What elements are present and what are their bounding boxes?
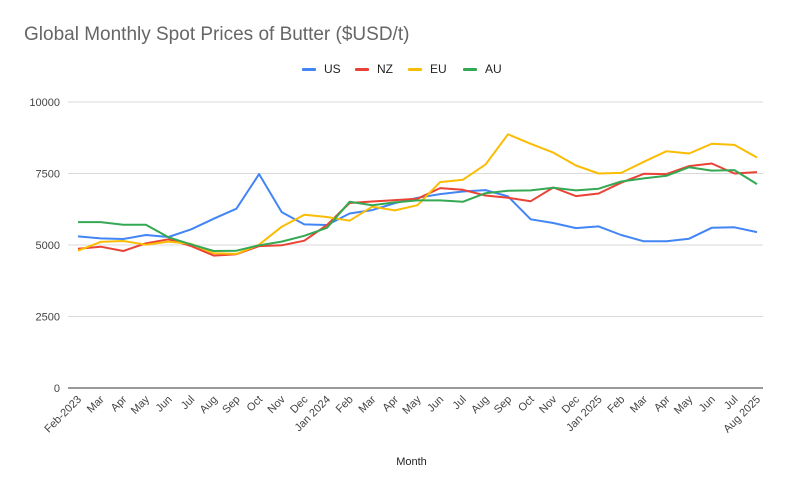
chart-legend: US NZ EU AU [0, 62, 800, 82]
chart-title: Global Monthly Spot Prices of Butter ($U… [24, 24, 410, 45]
legend-label: NZ [377, 62, 393, 76]
legend-swatch [463, 67, 477, 71]
x-axis-title: Month [396, 456, 427, 468]
x-tick-label: Mar [356, 393, 378, 415]
y-tick-label: 7500 [36, 169, 60, 181]
x-tick-label: Feb [334, 394, 356, 416]
legend-label: US [324, 62, 341, 76]
x-tick-label: Jul [450, 394, 468, 412]
legend-item-nz: NZ [355, 62, 393, 76]
x-tick-label: Apr [652, 393, 673, 414]
x-tick-label: May [400, 393, 424, 417]
x-tick-label: Sep [220, 394, 242, 416]
x-tick-label: Aug [469, 394, 491, 416]
x-tick-label: Apr [109, 393, 130, 414]
legend-swatch [408, 67, 422, 71]
legend-swatch [355, 67, 369, 71]
x-tick-label: May [129, 393, 153, 417]
legend-item-eu: EU [408, 62, 447, 76]
y-tick-label: 5000 [36, 240, 60, 252]
legend-item-au: AU [463, 62, 502, 76]
x-tick-label: Apr [380, 393, 401, 414]
x-tick-label: Feb [605, 394, 627, 416]
series-line-eu [77, 133, 758, 255]
y-tick-label: 0 [54, 383, 60, 395]
x-tick-label: Jun [425, 394, 446, 415]
x-tick-label: Feb-2023 [42, 394, 84, 436]
y-tick-label: 10000 [29, 97, 60, 109]
series-line-au [78, 166, 758, 252]
x-tick-label: Nov [537, 393, 560, 416]
x-tick-label: Sep [492, 394, 514, 416]
series-line-us [77, 173, 758, 243]
x-tick-label: Oct [516, 394, 537, 415]
x-tick-label: Jul [179, 394, 197, 412]
x-tick-label: May [672, 393, 696, 417]
x-tick-label: Jun [697, 394, 718, 415]
x-tick-label: Mar [628, 393, 650, 415]
x-tick-label: Oct [245, 394, 266, 415]
legend-label: AU [485, 62, 502, 76]
legend-swatch [302, 67, 316, 71]
x-tick-label: Aug [198, 394, 220, 416]
legend-label: EU [430, 62, 447, 76]
x-tick-label: Nov [266, 393, 289, 416]
x-tick-label: Mar [85, 393, 107, 415]
series-line-nz [77, 162, 758, 257]
y-tick-label: 2500 [36, 312, 60, 324]
x-tick-label: Jun [154, 394, 175, 415]
legend-item-us: US [302, 62, 341, 76]
